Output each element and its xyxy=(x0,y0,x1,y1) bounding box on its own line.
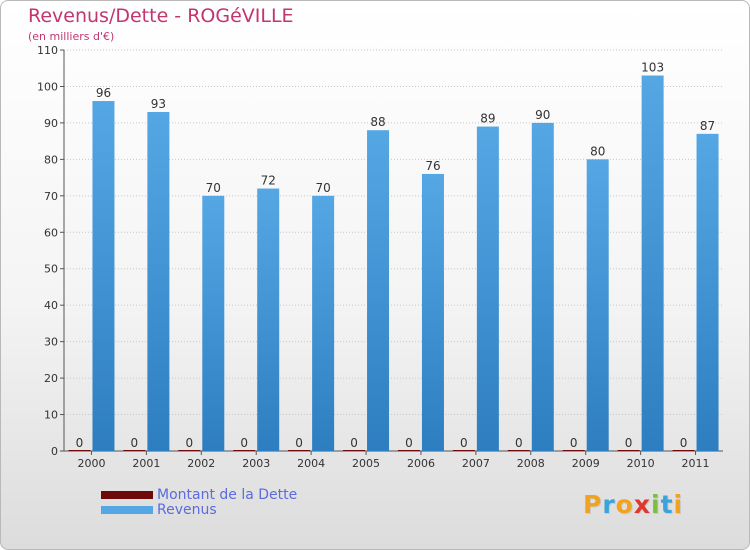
debt-value-label: 0 xyxy=(680,436,688,450)
y-tick-label: 90 xyxy=(44,117,58,130)
y-tick-label: 50 xyxy=(44,263,58,276)
revenus-bar xyxy=(476,126,499,452)
y-tick-label: 40 xyxy=(44,299,58,312)
debt-bar xyxy=(617,450,640,451)
debt-value-label: 0 xyxy=(350,436,358,450)
legend-item-revenus: Revenus xyxy=(101,501,297,518)
debt-bar xyxy=(343,450,366,451)
x-tick-label: 2006 xyxy=(407,457,435,470)
revenus-value-label: 76 xyxy=(425,159,440,173)
x-tick-label: 2008 xyxy=(517,457,545,470)
revenus-bar xyxy=(641,75,664,451)
logo-letter: t xyxy=(660,490,674,519)
x-tick-label: 2004 xyxy=(297,457,325,470)
debt-bar xyxy=(288,450,311,451)
y-tick-label: 20 xyxy=(44,372,58,385)
revenus-value-label: 103 xyxy=(641,61,664,75)
debt-bar xyxy=(397,450,420,451)
y-tick-label: 80 xyxy=(44,153,58,166)
x-tick-label: 2001 xyxy=(132,457,160,470)
debt-value-label: 0 xyxy=(515,436,523,450)
x-tick-label: 2007 xyxy=(462,457,490,470)
logo-letter: r xyxy=(602,490,616,519)
y-tick-label: 10 xyxy=(44,409,58,422)
revenus-bar xyxy=(312,195,335,451)
x-tick-label: 2003 xyxy=(242,457,270,470)
debt-bar xyxy=(562,450,585,451)
debt-value-label: 0 xyxy=(625,436,633,450)
debt-value-label: 0 xyxy=(185,436,193,450)
logo-letter: i xyxy=(651,490,661,519)
debt-value-label: 0 xyxy=(295,436,303,450)
revenus-value-label: 90 xyxy=(535,108,550,122)
chart-subtitle: (en milliers d'€) xyxy=(28,30,115,43)
x-tick-label: 2010 xyxy=(627,457,655,470)
y-tick-label: 70 xyxy=(44,190,58,203)
chart-legend: Montant de la Dette Revenus xyxy=(101,486,298,518)
debt-value-label: 0 xyxy=(131,436,139,450)
revenus-value-label: 70 xyxy=(315,181,330,195)
y-tick-label: 0 xyxy=(51,445,58,458)
debt-value-label: 0 xyxy=(405,436,413,450)
revenus-bar xyxy=(586,159,609,451)
debt-bar xyxy=(233,450,256,451)
revenus-bar xyxy=(202,195,225,451)
debt-bar xyxy=(123,450,146,451)
proxiti-logo: Proxiti xyxy=(583,490,683,519)
debt-value-label: 0 xyxy=(460,436,468,450)
revenus-value-label: 89 xyxy=(480,112,495,126)
revenus-value-label: 93 xyxy=(151,97,166,111)
x-tick-label: 2002 xyxy=(187,457,215,470)
debt-bar xyxy=(178,450,201,451)
debt-bar xyxy=(672,450,695,451)
revenus-bar xyxy=(531,122,554,451)
x-tick-label: 2009 xyxy=(572,457,600,470)
revenus-bar xyxy=(367,130,390,451)
y-tick-label: 60 xyxy=(44,226,58,239)
x-tick-label: 2000 xyxy=(77,457,105,470)
legend-swatch-dette xyxy=(101,490,153,499)
debt-value-label: 0 xyxy=(570,436,578,450)
y-tick-label: 30 xyxy=(44,336,58,349)
debt-bar xyxy=(452,450,475,451)
debt-bar xyxy=(68,450,91,451)
logo-letter: P xyxy=(583,490,603,519)
chart-title: Revenus/Dette - ROGéVILLE xyxy=(28,5,294,27)
debt-value-label: 0 xyxy=(240,436,248,450)
logo-letter: o xyxy=(615,490,634,519)
revenus-bar xyxy=(92,101,115,451)
revenus-value-label: 87 xyxy=(700,119,715,133)
revenus-value-label: 70 xyxy=(206,181,221,195)
x-tick-label: 2011 xyxy=(682,457,710,470)
revenus-bar xyxy=(147,111,170,452)
debt-value-label: 0 xyxy=(76,436,84,450)
revenus-bar xyxy=(421,173,444,452)
legend-label-revenus: Revenus xyxy=(157,501,217,518)
revenus-bar xyxy=(696,133,719,451)
legend-label-dette: Montant de la Dette xyxy=(157,486,298,503)
revenus-value-label: 72 xyxy=(261,174,276,188)
y-tick-label: 110 xyxy=(37,44,58,57)
revenus-value-label: 88 xyxy=(370,115,385,129)
revenus-value-label: 96 xyxy=(96,86,111,100)
revenus-value-label: 80 xyxy=(590,144,605,158)
revenus-bar xyxy=(257,188,280,451)
y-tick-label: 100 xyxy=(37,80,58,93)
logo-letter: i xyxy=(673,490,684,519)
legend-item-dette: Montant de la Dette xyxy=(101,486,298,503)
logo-letter: x xyxy=(633,490,651,519)
legend-swatch-revenus xyxy=(101,505,153,514)
x-tick-label: 2005 xyxy=(352,457,380,470)
debt-bar xyxy=(507,450,530,451)
